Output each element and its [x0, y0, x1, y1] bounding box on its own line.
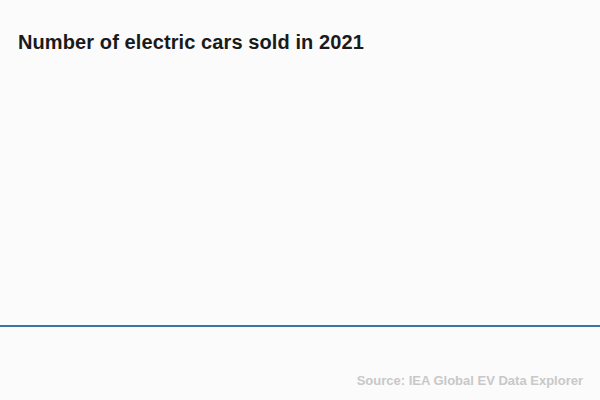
plot-area [0, 60, 600, 325]
chart-container: Number of electric cars sold in 2021 Sou… [0, 0, 600, 400]
x-axis-line [0, 325, 600, 327]
chart-title: Number of electric cars sold in 2021 [18, 31, 364, 54]
source-credit: Source: IEA Global EV Data Explorer [357, 373, 583, 388]
